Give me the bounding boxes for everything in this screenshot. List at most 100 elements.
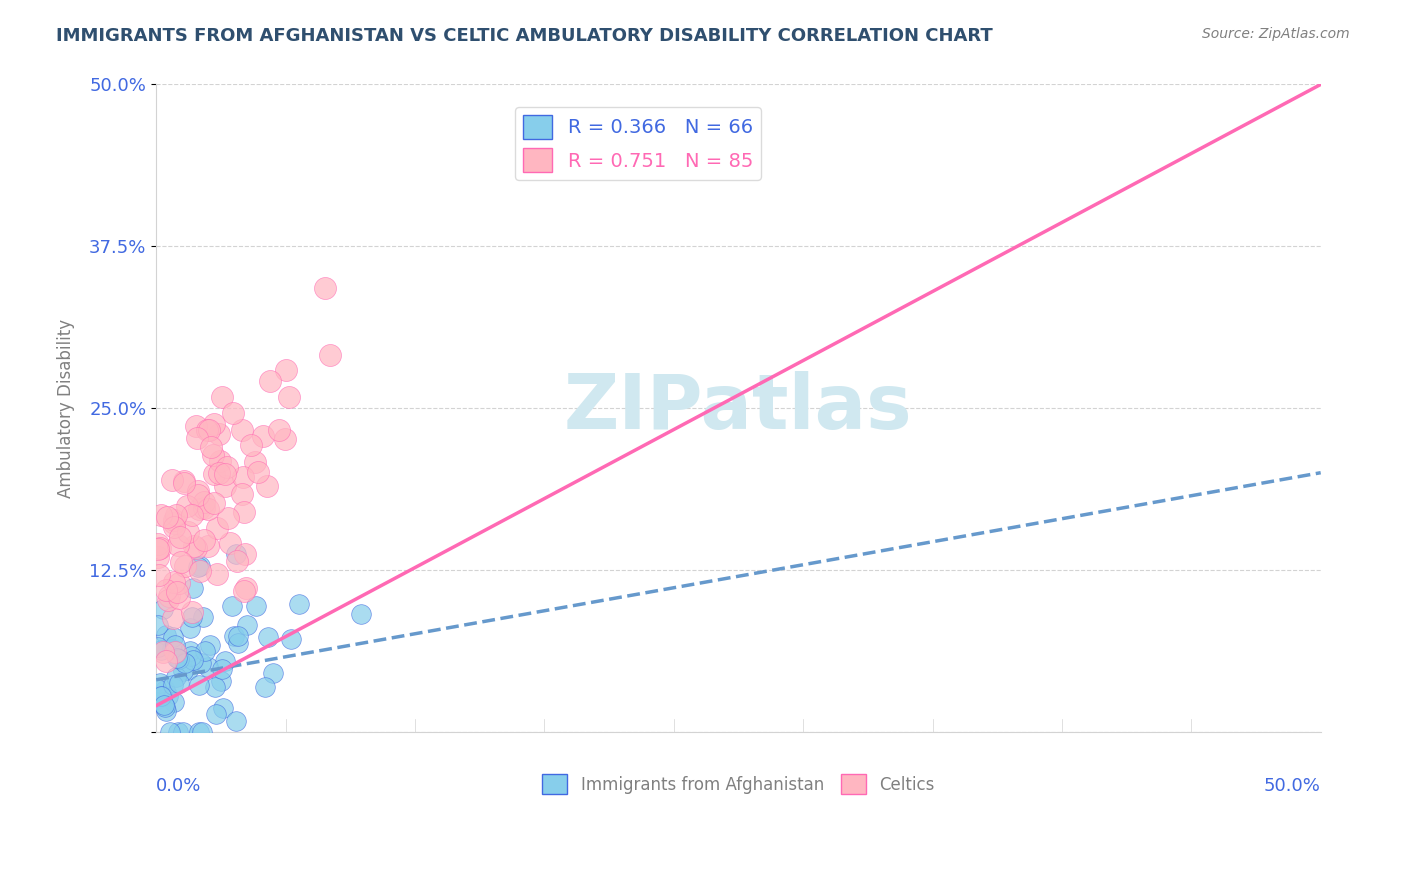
Point — [163, 638, 186, 652]
Point — [173, 475, 195, 489]
Point — [187, 488, 209, 502]
Point — [253, 680, 276, 694]
Point — [157, 590, 180, 604]
Point — [187, 560, 209, 574]
Point — [259, 374, 281, 388]
Point — [243, 455, 266, 469]
Point — [162, 678, 184, 692]
Point — [180, 610, 202, 624]
Point — [166, 651, 188, 665]
Point — [204, 680, 226, 694]
Point — [193, 501, 215, 516]
Point — [167, 675, 190, 690]
Point — [224, 629, 246, 643]
Point — [181, 605, 204, 619]
Point — [145, 681, 167, 695]
Point — [231, 487, 253, 501]
Point — [226, 629, 249, 643]
Point — [156, 592, 179, 607]
Point — [202, 467, 225, 482]
Point — [162, 631, 184, 645]
Point — [235, 617, 257, 632]
Point — [153, 683, 176, 698]
Point — [159, 724, 181, 739]
Point — [165, 508, 187, 523]
Point — [163, 520, 186, 534]
Point — [228, 636, 250, 650]
Point — [225, 714, 247, 729]
Point — [191, 610, 214, 624]
Point — [350, 607, 373, 621]
Point — [256, 479, 278, 493]
Point — [202, 496, 225, 510]
Point — [150, 690, 173, 704]
Point — [221, 599, 243, 613]
Point — [204, 707, 226, 722]
Point — [153, 700, 176, 714]
Text: 50.0%: 50.0% — [1264, 777, 1320, 795]
Point — [197, 660, 219, 674]
Point — [184, 541, 207, 556]
Point — [186, 418, 208, 433]
Point — [181, 581, 204, 595]
Point — [194, 644, 217, 658]
Point — [153, 698, 176, 713]
Point — [166, 538, 188, 552]
Point — [240, 438, 263, 452]
Point — [167, 576, 190, 591]
Point — [217, 511, 239, 525]
Point — [170, 555, 193, 569]
Point — [231, 423, 253, 437]
Point — [172, 665, 194, 679]
Point — [179, 644, 201, 658]
Point — [149, 643, 172, 657]
Point — [148, 537, 170, 551]
Point — [163, 513, 186, 527]
Point — [188, 724, 211, 739]
Point — [149, 675, 172, 690]
Point — [198, 639, 221, 653]
Point — [207, 427, 229, 442]
Point — [181, 653, 204, 667]
Point — [160, 474, 183, 488]
Point — [174, 558, 197, 573]
Point — [166, 584, 188, 599]
Point — [155, 705, 177, 719]
Point — [169, 591, 191, 605]
Point — [277, 390, 299, 404]
Point — [183, 539, 205, 553]
Point — [181, 508, 204, 523]
Point — [200, 440, 222, 454]
Point — [211, 662, 233, 676]
Point — [219, 535, 242, 549]
Point — [208, 454, 231, 468]
Point — [211, 391, 233, 405]
Point — [233, 505, 256, 519]
Text: Source: ZipAtlas.com: Source: ZipAtlas.com — [1202, 27, 1350, 41]
Point — [280, 632, 302, 646]
Point — [167, 724, 190, 739]
Point — [245, 599, 267, 613]
Point — [155, 582, 177, 597]
Point — [163, 695, 186, 709]
Point — [256, 630, 278, 644]
Point — [211, 700, 233, 714]
Point — [314, 281, 336, 295]
Point — [149, 689, 172, 703]
Point — [187, 678, 209, 692]
Point — [148, 549, 170, 564]
Point — [252, 429, 274, 443]
Point — [193, 495, 215, 509]
Point — [176, 499, 198, 513]
Point — [225, 547, 247, 561]
Point — [262, 666, 284, 681]
Y-axis label: Ambulatory Disability: Ambulatory Disability — [58, 318, 75, 498]
Point — [201, 448, 224, 462]
Point — [173, 656, 195, 670]
Point — [222, 406, 245, 420]
Point — [207, 521, 229, 535]
Point — [187, 502, 209, 516]
Point — [177, 525, 200, 540]
Point — [226, 554, 249, 568]
Point — [215, 459, 238, 474]
